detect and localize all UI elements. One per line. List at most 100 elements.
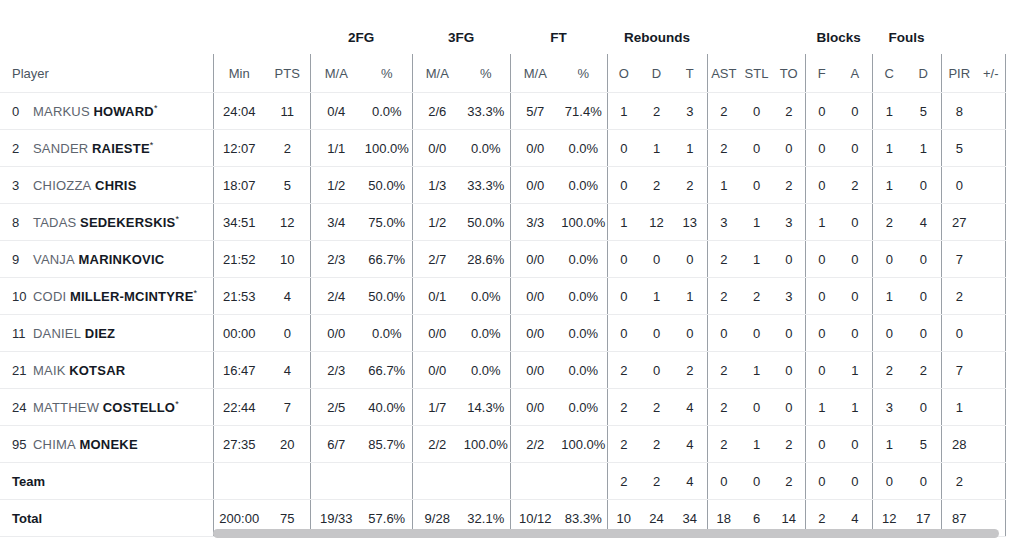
cell-to: 3: [773, 278, 805, 315]
table-body: 0MARKUS HOWARD*24:04110/40.0%2/633.3%5/7…: [0, 93, 1005, 537]
col-header-pir: PIR: [941, 54, 977, 93]
player-last-name: DIEZ: [85, 326, 115, 341]
cell-ast: 2: [707, 278, 740, 315]
col-header-2fg-ma: M/A: [310, 54, 362, 93]
cell-3fg-pct: 14.3%: [462, 389, 510, 426]
table-header: 2FG3FGFTReboundsBlocksFouls PlayerMinPTS…: [0, 20, 1005, 93]
group-header-spacer: [941, 20, 1005, 54]
cell-foul-d: 1: [906, 130, 941, 167]
cell-foul-d: 0: [906, 167, 941, 204]
col-header-min: Min: [213, 54, 265, 93]
cell-3fg-pct: [462, 463, 510, 500]
cell-reb-t: 1: [673, 130, 707, 167]
cell-player: 11DANIEL DIEZ: [0, 315, 213, 352]
player-row: 9VANJA MARINKOVIC21:52102/366.7%2/728.6%…: [0, 241, 1005, 278]
cell-stl: 0: [740, 389, 773, 426]
cell-reb-d: 12: [640, 204, 673, 241]
col-header-foul-c: C: [872, 54, 906, 93]
cell-reb-d: 0: [640, 352, 673, 389]
cell-team-row-label: Team: [0, 463, 213, 500]
cell-blk-a: 0: [838, 130, 872, 167]
cell-foul-c: 1: [872, 130, 906, 167]
cell-foul-c: 0: [872, 463, 906, 500]
player-row: 8TADAS SEDEKERSKIS*34:51123/475.0%1/250.…: [0, 204, 1005, 241]
cell-plus-minus: [977, 389, 1005, 426]
cell-pts: 0: [265, 315, 310, 352]
cell-plus-minus: [977, 204, 1005, 241]
cell-blk-f: 1: [805, 204, 838, 241]
cell-reb-o: 0: [607, 130, 640, 167]
cell-ast: 2: [707, 241, 740, 278]
cell-2fg-ma: 2/3: [310, 241, 362, 278]
cell-ast: 0: [707, 463, 740, 500]
cell-ast: 2: [707, 130, 740, 167]
group-header-spacer: [0, 20, 310, 54]
cell-player: 21MAIK KOTSAR: [0, 352, 213, 389]
cell-2fg-pct: [362, 463, 412, 500]
col-header-reb-t: T: [673, 54, 707, 93]
player-last-name: SEDEKERSKIS: [80, 215, 175, 230]
cell-blk-a: 1: [838, 352, 872, 389]
cell-blk-f: 0: [805, 278, 838, 315]
cell-plus-minus: [977, 426, 1005, 463]
cell-ft-pct: 0.0%: [560, 278, 607, 315]
cell-3fg-pct: 0.0%: [462, 315, 510, 352]
cell-foul-c: 1: [872, 278, 906, 315]
cell-2fg-ma: 2/5: [310, 389, 362, 426]
col-header-plus-minus: +/-: [977, 54, 1005, 93]
cell-to: 0: [773, 389, 805, 426]
cell-reb-o: 0: [607, 278, 640, 315]
player-first-name: CHIMA: [33, 437, 76, 452]
cell-ast: 1: [707, 167, 740, 204]
player-number: 8: [12, 215, 33, 230]
cell-stl: 0: [740, 167, 773, 204]
cell-foul-c: 1: [872, 93, 906, 130]
cell-min: 24:04: [213, 93, 265, 130]
cell-reb-t: 2: [673, 352, 707, 389]
cell-reb-t: 4: [673, 426, 707, 463]
cell-3fg-ma: 2/2: [412, 426, 462, 463]
player-first-name: MARKUS: [33, 104, 90, 119]
col-header-ft-pct: %: [560, 54, 607, 93]
cell-ft-ma: 0/0: [510, 389, 560, 426]
cell-to: 0: [773, 241, 805, 278]
cell-foul-c: 0: [872, 241, 906, 278]
cell-foul-c: 1: [872, 426, 906, 463]
cell-ft-pct: 71.4%: [560, 93, 607, 130]
cell-reb-d: 1: [640, 130, 673, 167]
cell-2fg-ma: [310, 463, 362, 500]
cell-2fg-pct: 50.0%: [362, 167, 412, 204]
cell-pts: [265, 463, 310, 500]
cell-ft-pct: 0.0%: [560, 352, 607, 389]
cell-reb-t: 2: [673, 167, 707, 204]
cell-2fg-pct: 66.7%: [362, 352, 412, 389]
player-first-name: CHIOZZA: [33, 178, 91, 193]
cell-3fg-ma: 0/0: [412, 130, 462, 167]
cell-player: 2SANDER RAIESTE*: [0, 130, 213, 167]
cell-blk-a: 0: [838, 204, 872, 241]
horizontal-scrollbar-thumb[interactable]: [213, 529, 999, 538]
cell-3fg-ma: 1/3: [412, 167, 462, 204]
cell-blk-f: 1: [805, 389, 838, 426]
cell-reb-t: 1: [673, 278, 707, 315]
player-first-name: MATTHEW: [33, 400, 99, 415]
cell-pts: 4: [265, 352, 310, 389]
cell-pir: 28: [941, 426, 977, 463]
group-header-rebounds: Rebounds: [607, 20, 707, 54]
player-row: 21MAIK KOTSAR16:4742/366.7%0/00.0%0/00.0…: [0, 352, 1005, 389]
cell-to: 2: [773, 426, 805, 463]
cell-2fg-ma: 6/7: [310, 426, 362, 463]
cell-stl: 1: [740, 426, 773, 463]
cell-reb-o: 2: [607, 426, 640, 463]
col-header-to: TO: [773, 54, 805, 93]
cell-blk-a: 0: [838, 426, 872, 463]
cell-ast: 3: [707, 204, 740, 241]
cell-min: 21:52: [213, 241, 265, 278]
cell-plus-minus: [977, 278, 1005, 315]
cell-2fg-ma: 0/4: [310, 93, 362, 130]
cell-blk-f: 0: [805, 130, 838, 167]
cell-player: 24MATTHEW COSTELLO*: [0, 389, 213, 426]
cell-ft-ma: 0/0: [510, 167, 560, 204]
boxscore-table: 2FG3FGFTReboundsBlocksFouls PlayerMinPTS…: [0, 20, 1006, 537]
cell-ft-pct: 100.0%: [560, 426, 607, 463]
